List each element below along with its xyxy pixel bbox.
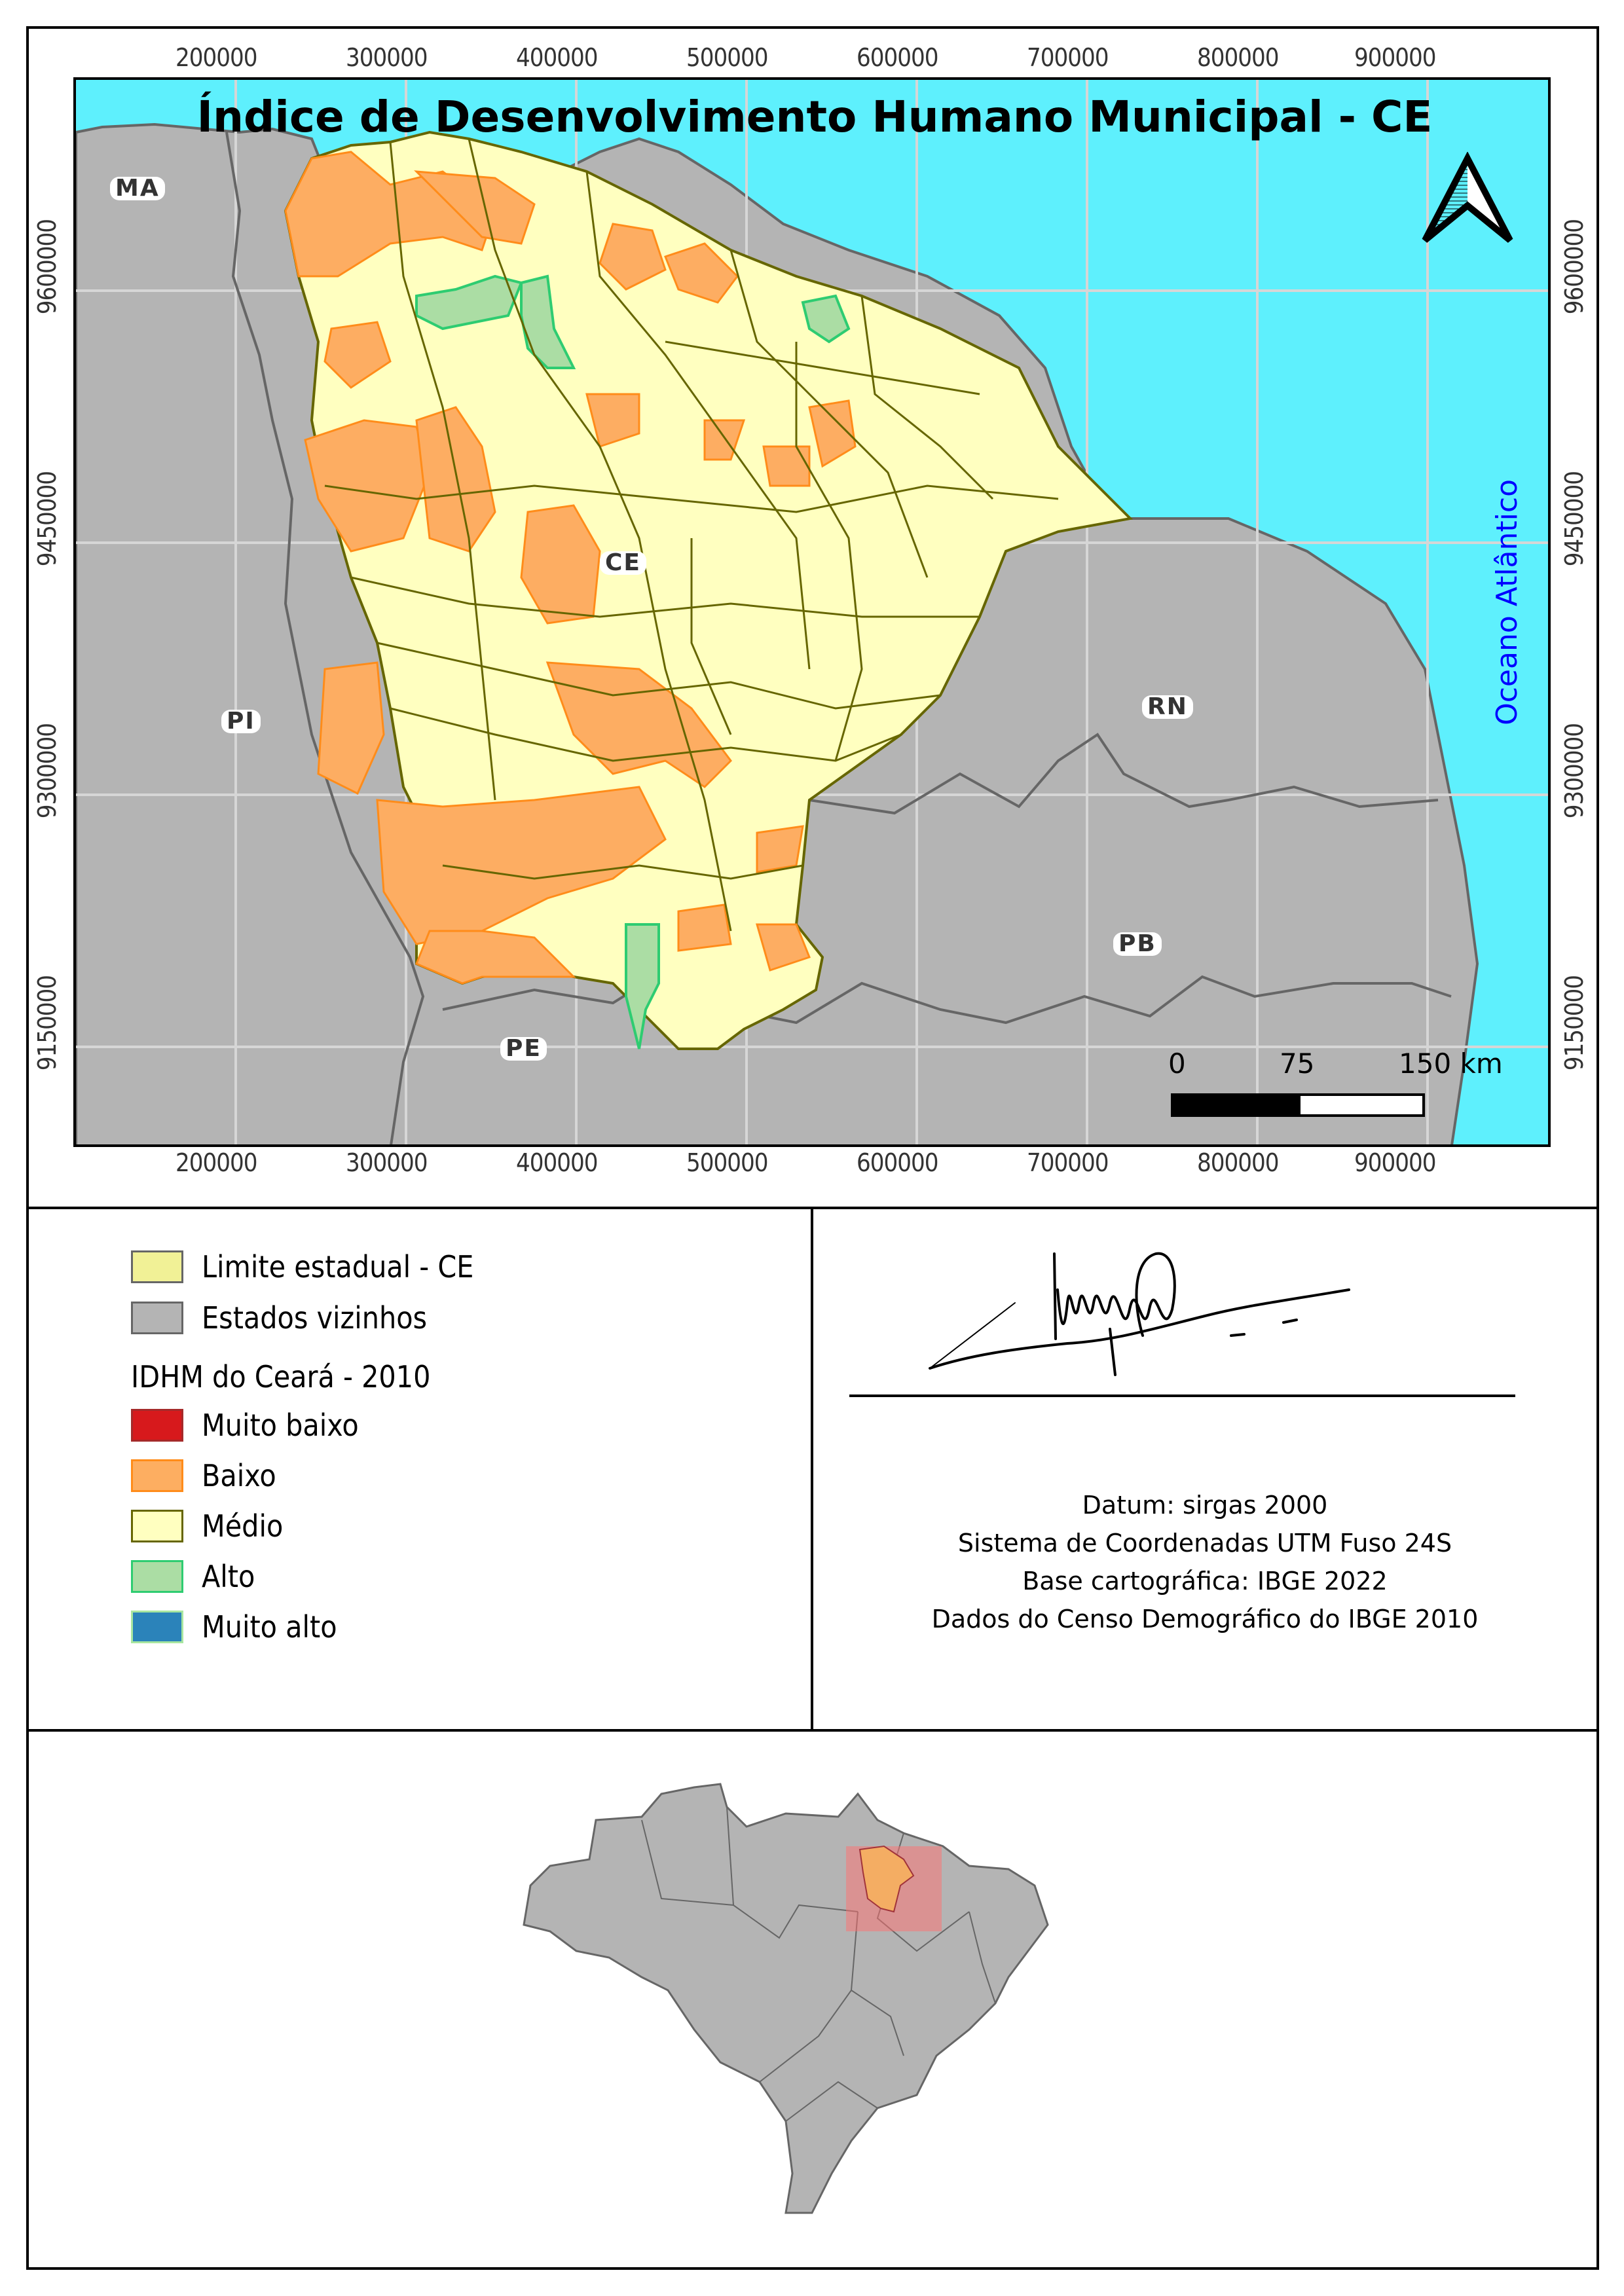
y-tick-right: 9150000 <box>1560 975 1589 1071</box>
info-datum: Datum: sirgas 2000 <box>1082 1491 1328 1520</box>
y-tick-right: 9450000 <box>1560 471 1589 567</box>
ocean-label: Oceano Atlântico <box>1490 479 1524 725</box>
x-tick-bottom: 300000 <box>346 1148 428 1177</box>
legend-swatch <box>131 1510 183 1542</box>
scale-bar-white <box>1298 1093 1425 1117</box>
x-tick-top: 400000 <box>516 43 598 72</box>
info-coordinate-system: Sistema de Coordenadas UTM Fuso 24S <box>957 1529 1452 1558</box>
brazil-shape <box>523 1783 1049 2214</box>
main-map[interactable]: Índice de Desenvolvimento Humano Municip… <box>73 77 1551 1147</box>
legend-swatch <box>131 1459 183 1492</box>
legend-swatch <box>131 1611 183 1643</box>
legend-label: Médio <box>202 1508 284 1544</box>
municipal-borders <box>324 138 1059 932</box>
x-tick-bottom: 800000 <box>1197 1148 1279 1177</box>
legend: Limite estadual - CE Estados vizinhos ID… <box>131 1247 473 1647</box>
x-tick-top: 700000 <box>1027 43 1109 72</box>
x-tick-top: 800000 <box>1197 43 1279 72</box>
legend-label: Alto <box>202 1559 255 1594</box>
state-label-pi: PI <box>221 710 261 733</box>
inset-ceara-shape <box>858 1845 915 1913</box>
info-source: Dados do Censo Demográfico do IBGE 2010 <box>931 1605 1479 1633</box>
section-divider <box>811 1207 813 1730</box>
x-tick-top: 500000 <box>686 43 768 72</box>
scale-bar-black <box>1171 1093 1299 1117</box>
map-info: Datum: sirgas 2000 Sistema de Coordenada… <box>812 1486 1598 1638</box>
map-title: Índice de Desenvolvimento Humano Municip… <box>196 92 1433 142</box>
legend-label: Muito baixo <box>202 1408 359 1443</box>
y-tick-right: 9600000 <box>1560 219 1589 315</box>
legend-swatch <box>131 1302 183 1334</box>
y-tick-left: 9600000 <box>33 219 62 315</box>
legend-group-title: IDHM do Ceará - 2010 <box>131 1359 431 1394</box>
scale-label-end: 150 km <box>1399 1048 1503 1080</box>
north-arrow-icon <box>1422 152 1513 243</box>
state-label-ma: MA <box>110 177 165 200</box>
map-canvas <box>76 80 1548 1144</box>
legend-swatch <box>131 1560 183 1593</box>
scale-label-zero: 0 <box>1168 1048 1186 1080</box>
signature-line <box>849 1394 1515 1397</box>
signature <box>929 1252 1350 1376</box>
y-tick-right: 9300000 <box>1560 723 1589 819</box>
legend-swatch <box>131 1409 183 1442</box>
legend-label: Baixo <box>202 1458 276 1493</box>
x-tick-bottom: 400000 <box>516 1148 598 1177</box>
x-tick-top: 900000 <box>1354 43 1436 72</box>
y-tick-left: 9150000 <box>33 975 62 1071</box>
legend-item-limite: Limite estadual - CE <box>131 1247 473 1286</box>
idhm-baixo-regions <box>284 151 857 985</box>
x-tick-bottom: 500000 <box>686 1148 768 1177</box>
legend-label: Muito alto <box>202 1609 337 1645</box>
state-label-rn: RN <box>1142 695 1193 719</box>
section-divider <box>26 1729 1599 1732</box>
info-base: Base cartográfica: IBGE 2022 <box>1022 1567 1388 1595</box>
y-tick-left: 9450000 <box>33 471 62 567</box>
legend-item-muito-alto: Muito alto <box>131 1607 473 1647</box>
legend-item-alto: Alto <box>131 1557 473 1596</box>
x-tick-top: 200000 <box>175 43 257 72</box>
x-tick-bottom: 200000 <box>175 1148 257 1177</box>
x-tick-bottom: 700000 <box>1027 1148 1109 1177</box>
page-frame <box>26 26 1599 2270</box>
legend-item-baixo: Baixo <box>131 1456 473 1495</box>
x-tick-top: 300000 <box>346 43 428 72</box>
legend-item-muito-baixo: Muito baixo <box>131 1406 473 1445</box>
legend-item-vizinhos: Estados vizinhos <box>131 1298 473 1338</box>
x-tick-top: 600000 <box>857 43 938 72</box>
state-label-ce: CE <box>600 551 647 575</box>
legend-swatch <box>131 1250 183 1283</box>
inset-brazil-map <box>523 1783 1049 2214</box>
state-label-pb: PB <box>1113 932 1162 956</box>
x-tick-bottom: 900000 <box>1354 1148 1436 1177</box>
x-tick-bottom: 600000 <box>857 1148 938 1177</box>
legend-label: Limite estadual - CE <box>202 1249 474 1285</box>
state-label-pe: PE <box>500 1037 547 1061</box>
y-tick-left: 9300000 <box>33 723 62 819</box>
legend-item-medio: Médio <box>131 1506 473 1546</box>
scale-label-mid: 75 <box>1280 1048 1315 1080</box>
legend-label: Estados vizinhos <box>202 1300 428 1336</box>
